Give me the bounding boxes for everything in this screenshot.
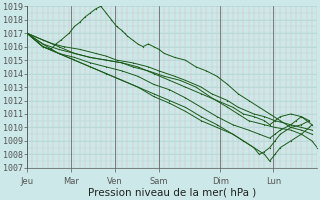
X-axis label: Pression niveau de la mer( hPa ): Pression niveau de la mer( hPa )	[88, 187, 256, 197]
